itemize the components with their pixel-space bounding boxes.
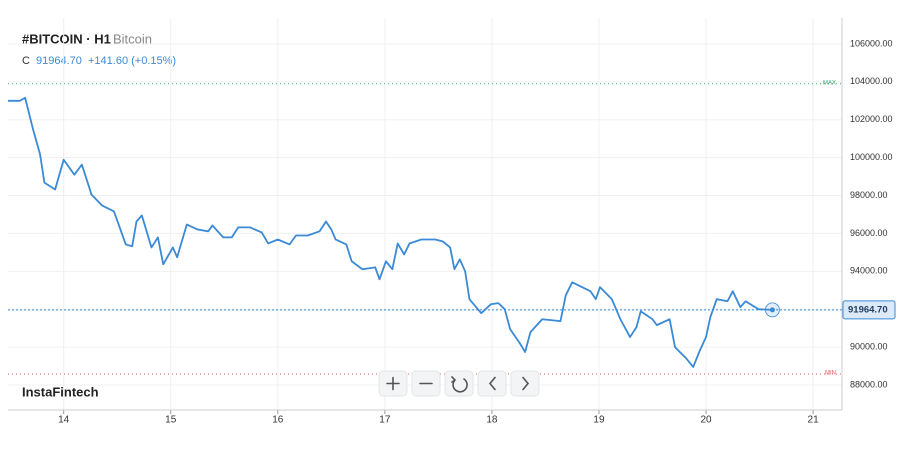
y-tick-label: 96000.00 (850, 228, 888, 238)
x-tick-label: 16 (272, 415, 284, 426)
x-tick-label: 21 (808, 415, 820, 426)
close-prefix: C (22, 55, 30, 67)
y-tick-label: 102000.00 (850, 114, 893, 124)
last-point (769, 307, 775, 313)
last-price-tag-label: 91964.70 (848, 304, 888, 315)
toolbar (378, 370, 540, 397)
x-tick-label: 15 (165, 415, 177, 426)
x-tick-label: 17 (379, 415, 391, 426)
watermark: InstaFintech (22, 384, 99, 399)
close-price: 91964.70 (36, 55, 82, 67)
x-tick-label: 18 (486, 415, 498, 426)
scroll-right-icon (522, 376, 530, 391)
instrument-name: Bitcoin (113, 31, 152, 46)
y-tick-label: 104000.00 (850, 76, 893, 86)
scroll-left-icon (488, 376, 496, 391)
scroll-left-button[interactable] (477, 370, 507, 397)
x-tick-label: 14 (58, 415, 70, 426)
zoom-in-icon (386, 376, 400, 391)
min-line-label: MIN (825, 371, 836, 377)
scroll-right-button[interactable] (510, 370, 540, 397)
price-change: +141.60 (+0.15%) (88, 55, 176, 67)
y-tick-label: 106000.00 (850, 38, 893, 48)
y-tick-label: 100000.00 (850, 152, 893, 162)
y-tick-label: 88000.00 (850, 379, 888, 389)
last-price-tag (842, 300, 896, 320)
y-tick-label: 94000.00 (850, 266, 888, 276)
x-tick-label: 20 (700, 415, 712, 426)
price-line (8, 96, 773, 368)
reset-icon (451, 376, 468, 393)
x-tick-label: 19 (593, 415, 605, 426)
symbol: #BITCOIN · H1 (22, 31, 111, 46)
y-tick-label: 90000.00 (850, 341, 888, 351)
max-line-label: MAX (823, 80, 836, 86)
y-tick-label: 98000.00 (850, 190, 888, 200)
